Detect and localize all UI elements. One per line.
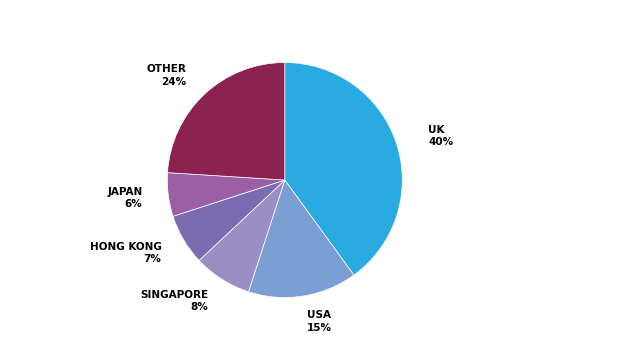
Text: OTHER
24%: OTHER 24% [147, 64, 187, 87]
Text: HONG KONG
7%: HONG KONG 7% [90, 242, 161, 264]
Text: JAPAN
6%: JAPAN 6% [108, 187, 143, 209]
Wedge shape [167, 173, 285, 216]
Text: USA
15%: USA 15% [307, 310, 332, 333]
Wedge shape [199, 180, 285, 292]
Wedge shape [173, 180, 285, 260]
Wedge shape [248, 180, 354, 297]
Text: SINGAPORE
8%: SINGAPORE 8% [140, 290, 208, 312]
Wedge shape [168, 63, 285, 180]
Wedge shape [285, 63, 403, 275]
Text: UK
40%: UK 40% [428, 125, 453, 147]
